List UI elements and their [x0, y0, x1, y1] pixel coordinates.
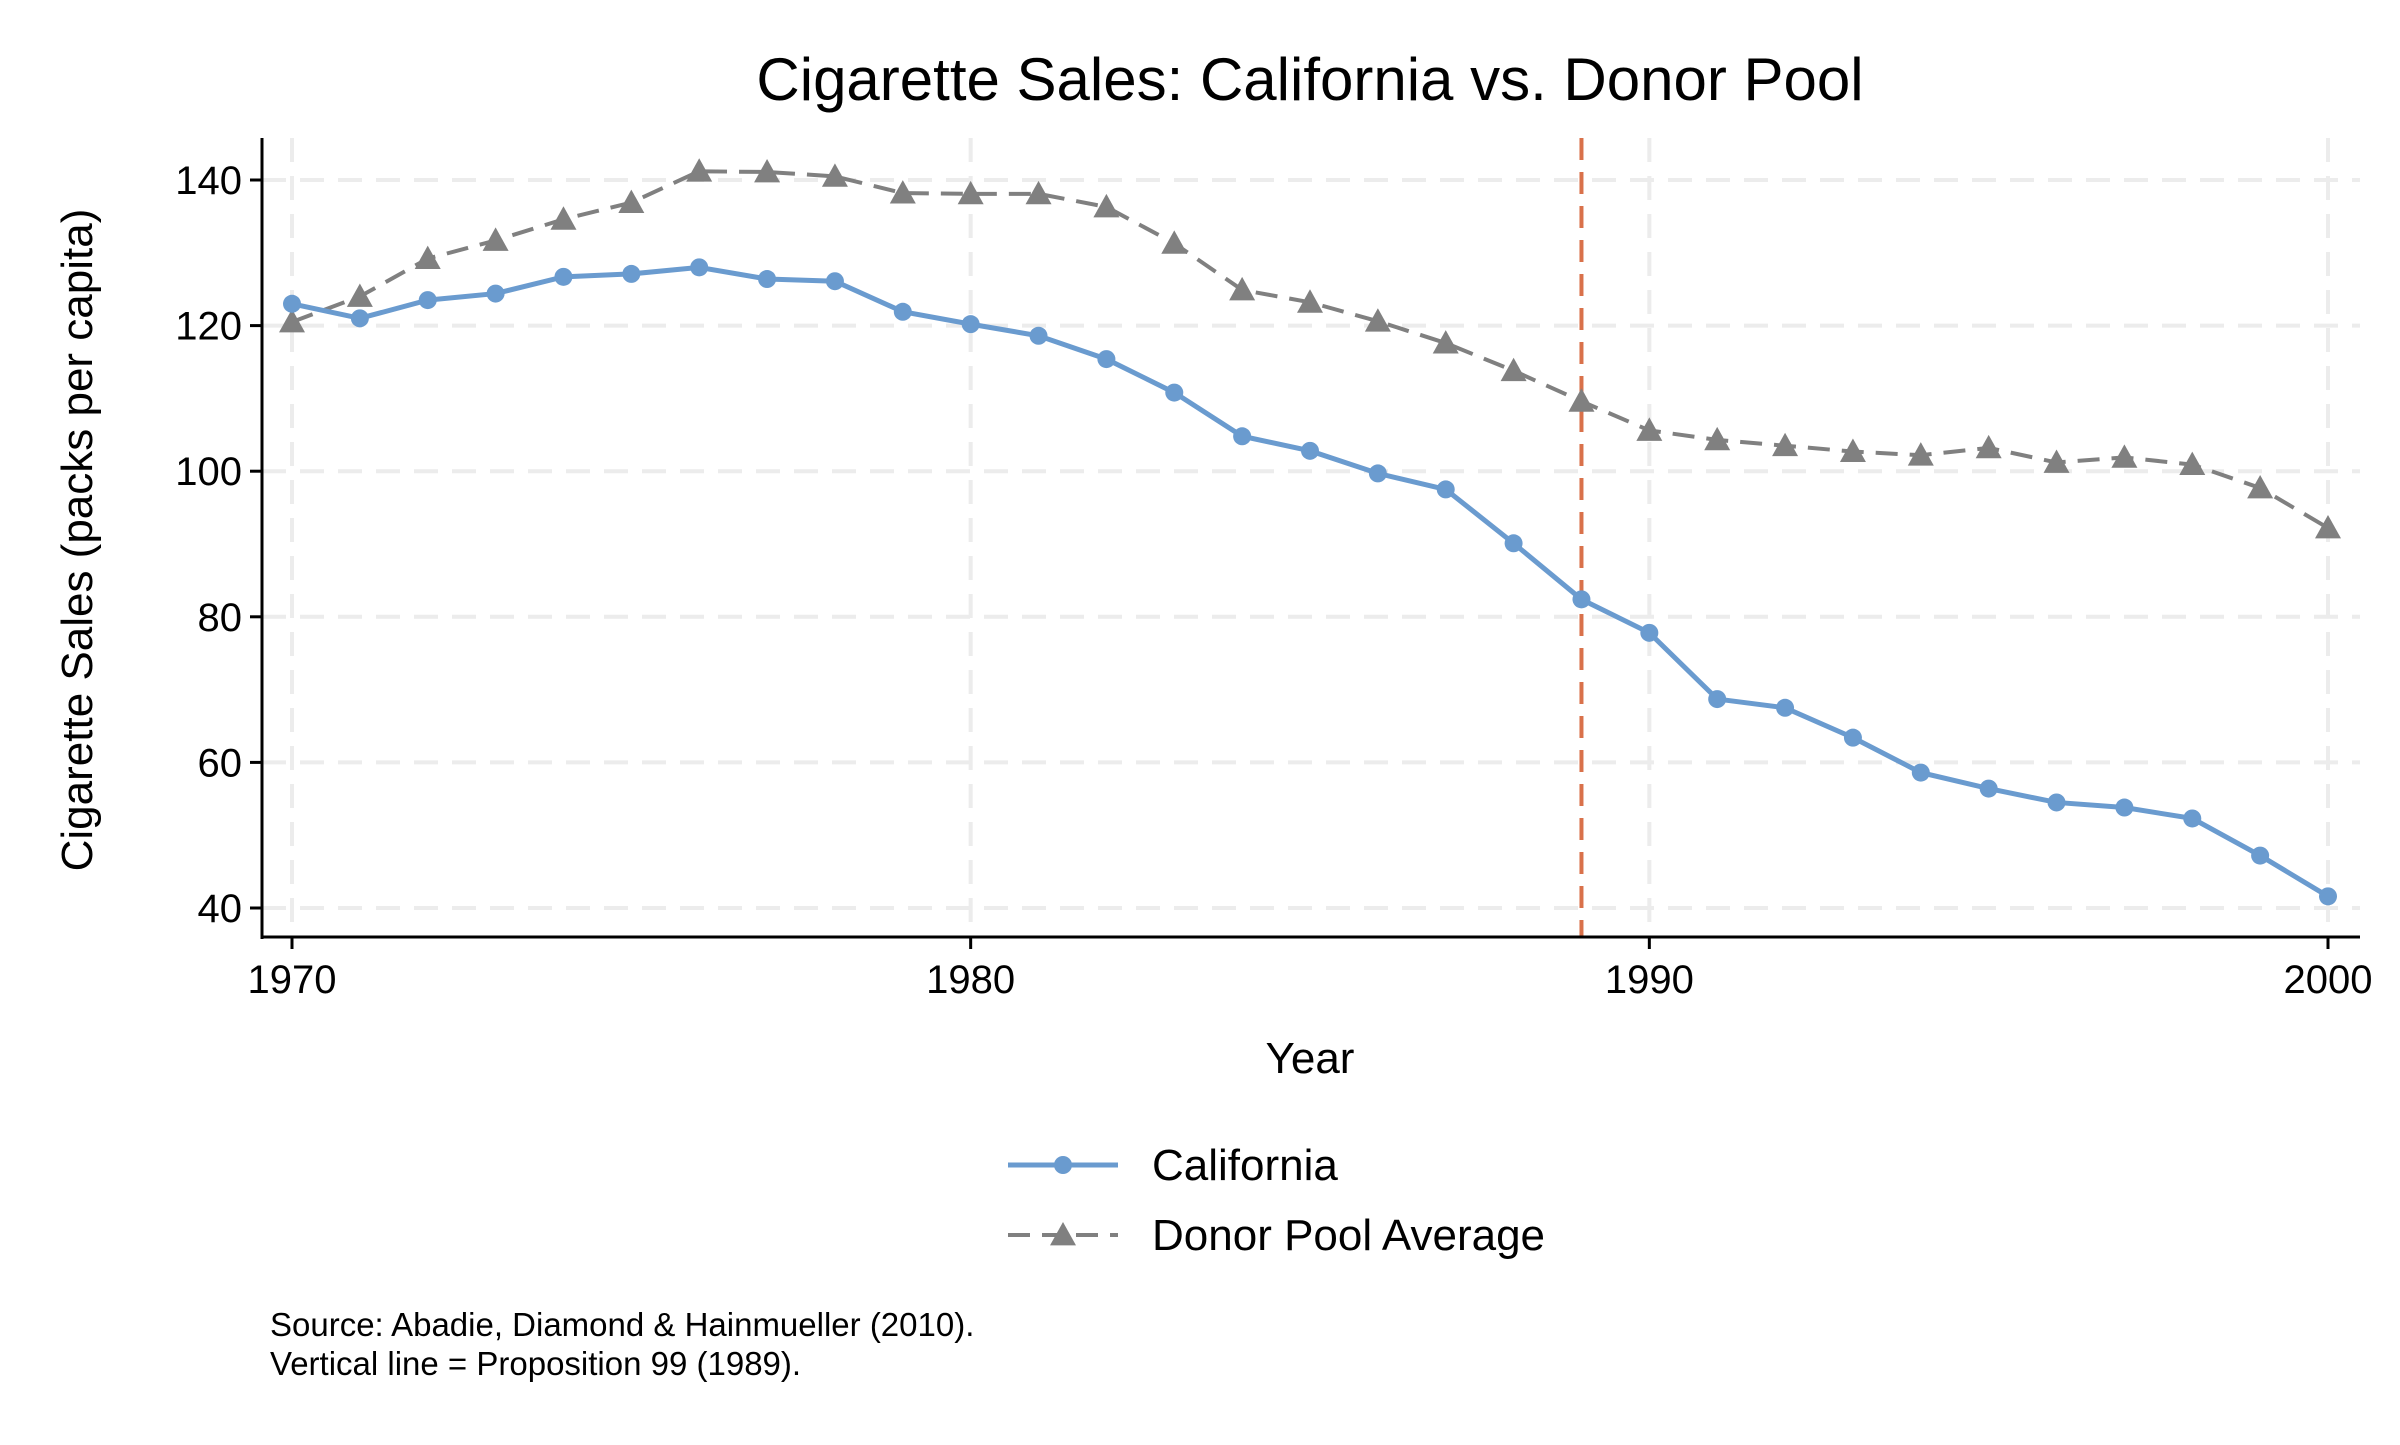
data-point — [1504, 534, 1523, 553]
data-point — [1911, 763, 1930, 782]
data-point — [2043, 449, 2070, 473]
data-point — [1436, 480, 1455, 499]
y-axis-label: Cigarette Sales (packs per capita) — [53, 209, 102, 872]
legend-label: California — [1152, 1141, 1338, 1190]
data-point — [1975, 434, 2002, 459]
data-point — [418, 291, 437, 310]
chart-title: Cigarette Sales: California vs. Donor Po… — [756, 46, 1863, 113]
data-point — [2251, 846, 2270, 865]
data-point — [1165, 383, 1184, 402]
data-point — [957, 180, 984, 205]
series-line — [291, 264, 2330, 899]
data-point — [414, 245, 441, 270]
axes: 40 60 80 100 120 140 1970 1980 1990 2000 — [175, 138, 2372, 1002]
data-point — [1772, 432, 1799, 457]
data-point — [482, 227, 509, 251]
x-tick-label: 1990 — [1605, 958, 1694, 1002]
data-point — [825, 272, 844, 291]
data-point — [1572, 590, 1591, 609]
x-tick-label: 1970 — [248, 958, 337, 1002]
y-tick-label: 80 — [198, 596, 243, 640]
data-point — [961, 315, 980, 334]
data-point — [1301, 441, 1319, 460]
data-point — [1776, 698, 1795, 717]
grid — [262, 138, 2360, 937]
data-point — [2047, 793, 2066, 812]
data-point — [1368, 464, 1387, 483]
data-point — [1029, 326, 1048, 345]
series-california — [283, 258, 2337, 906]
data-point — [1093, 193, 1120, 218]
legend-item: Donor Pool Average — [1008, 1211, 1545, 1260]
data-point — [622, 264, 641, 283]
data-point — [1708, 690, 1727, 709]
y-tick-label: 140 — [175, 159, 242, 203]
data-point — [1568, 388, 1595, 412]
series-group — [279, 158, 2341, 906]
note-vertical-line: Vertical line = Proposition 99 (1989). — [270, 1345, 801, 1382]
x-tick-label: 2000 — [2284, 958, 2373, 1002]
data-point — [486, 284, 505, 303]
data-point — [1229, 276, 1256, 301]
data-point — [554, 267, 573, 286]
data-point — [1640, 623, 1659, 642]
y-tick-label: 40 — [198, 887, 243, 931]
data-point — [2183, 809, 2202, 828]
data-point — [1432, 330, 1459, 354]
data-point — [1704, 426, 1731, 451]
y-tick-label: 100 — [175, 450, 242, 494]
data-point — [1161, 230, 1188, 254]
data-point — [754, 158, 781, 183]
y-tick-label: 120 — [175, 305, 242, 349]
x-tick-label: 1980 — [926, 958, 1015, 1002]
data-point — [889, 180, 916, 204]
data-point — [1500, 357, 1527, 382]
legend-item: California — [1008, 1141, 1338, 1190]
legend-marker — [1054, 1156, 1072, 1174]
data-point — [1364, 308, 1391, 332]
data-point — [690, 258, 709, 277]
note-source: Source: Abadie, Diamond & Hainmueller (2… — [270, 1306, 974, 1343]
legend: California Donor Pool Average — [1008, 1141, 1545, 1260]
data-point — [1233, 427, 1252, 446]
data-point — [1839, 438, 1866, 462]
data-point — [2179, 451, 2206, 476]
legend-label: Donor Pool Average — [1152, 1211, 1545, 1260]
series-donor-pool-average — [279, 158, 2341, 539]
data-point — [2247, 474, 2274, 499]
data-point — [2315, 514, 2341, 539]
y-tick-label: 60 — [198, 741, 243, 785]
data-point — [1025, 180, 1052, 205]
data-point — [2319, 887, 2337, 906]
data-point — [279, 308, 305, 333]
x-axis-label: Year — [1266, 1034, 1355, 1083]
data-point — [1097, 350, 1116, 369]
data-point — [2115, 798, 2134, 817]
data-point — [893, 302, 912, 321]
data-point — [1907, 442, 1934, 466]
data-point — [1979, 779, 1998, 798]
data-point — [1843, 728, 1862, 747]
series-line — [291, 169, 2330, 530]
data-point — [346, 283, 373, 307]
data-point — [1636, 417, 1663, 441]
data-point — [2111, 444, 2138, 468]
data-point — [1297, 289, 1323, 313]
data-point — [758, 270, 777, 289]
data-point — [821, 163, 848, 187]
data-point — [350, 309, 369, 328]
data-point — [283, 294, 301, 313]
data-point — [686, 158, 713, 182]
legend-marker — [1050, 1222, 1076, 1246]
data-point — [550, 206, 577, 230]
data-point — [618, 189, 645, 213]
